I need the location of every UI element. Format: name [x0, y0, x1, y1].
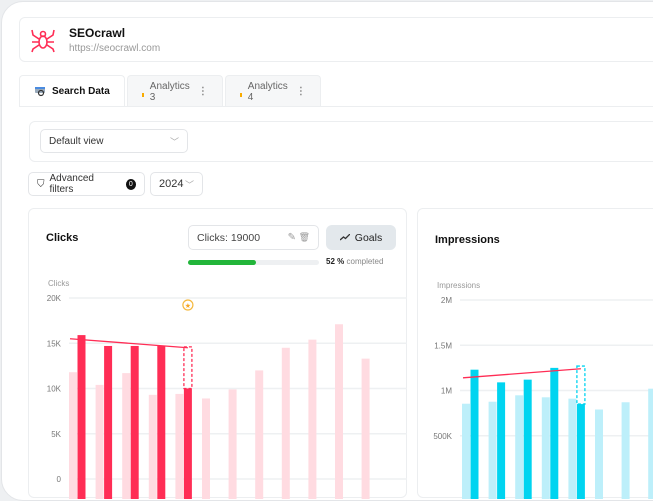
- progress-unit: %: [337, 257, 345, 266]
- bar-previous-year: [568, 398, 577, 499]
- site-header: SEOcrawl https://seocrawl.com: [19, 17, 653, 62]
- star-icon: [182, 299, 194, 311]
- bar-previous-year: [148, 394, 157, 499]
- bar-previous-year: [175, 393, 184, 499]
- bar-previous-year: [202, 398, 210, 499]
- bar-previous-year: [228, 389, 237, 499]
- view-select[interactable]: Default view ﹀: [40, 129, 188, 153]
- bar-previous-year: [488, 401, 497, 499]
- bar-current-year: [183, 388, 192, 499]
- view-select-value: Default view: [49, 135, 104, 147]
- year-value: 2024: [159, 178, 184, 190]
- y-axis-label: Clicks: [48, 279, 69, 288]
- tab-divider: [19, 106, 653, 107]
- bar-previous-year: [621, 402, 630, 499]
- bar-current-year: [77, 335, 86, 499]
- filter-count-badge: 0: [125, 178, 136, 190]
- y-tick-label: 2M: [441, 296, 452, 305]
- progress-percent: 52: [326, 257, 335, 266]
- impressions-title: Impressions: [435, 234, 500, 246]
- trend-line: [69, 338, 188, 349]
- spider-logo-icon: [31, 29, 55, 53]
- chevron-down-icon: ﹀: [169, 136, 179, 147]
- clicks-title: Clicks: [46, 232, 79, 244]
- more-vert-icon[interactable]: ⋮: [197, 86, 208, 97]
- bar-previous-year: [648, 388, 653, 499]
- goals-button[interactable]: Goals: [326, 225, 396, 250]
- projection-bar: [183, 346, 193, 390]
- bar-current-year: [576, 404, 585, 499]
- bar-previous-year: [462, 403, 470, 499]
- bar-previous-year: [255, 370, 264, 499]
- trend-up-icon: [339, 234, 350, 241]
- edit-icon[interactable]: ✎: [287, 232, 296, 243]
- goal-progress-bar: [188, 260, 319, 265]
- goal-field[interactable]: Clicks: 19000 ✎ 🗑: [188, 225, 319, 250]
- projection-bar: [576, 365, 586, 405]
- bar-previous-year: [361, 358, 370, 499]
- goals-label: Goals: [354, 231, 383, 244]
- bar-current-year: [497, 382, 506, 499]
- bar-current-year: [470, 369, 479, 499]
- clicks-card: Clicks Clicks: 19000 ✎ 🗑 Goals 52 % comp…: [28, 208, 407, 499]
- y-tick-label: 15K: [47, 339, 62, 348]
- bar-current-year: [104, 345, 113, 499]
- view-panel: Default view ﹀: [29, 121, 653, 162]
- analytics-bars-icon: [141, 92, 144, 97]
- bar-current-year: [550, 367, 559, 499]
- bar-current-year: [157, 345, 166, 499]
- impressions-card: Impressions Impressions 2M 1.5M 1M 500K: [417, 208, 653, 499]
- advanced-filters-label: Advanced filters: [49, 173, 94, 195]
- bar-current-year: [130, 345, 139, 499]
- bar-previous-year: [69, 372, 77, 499]
- trend-line: [462, 368, 581, 379]
- y-tick-label: 5K: [51, 430, 61, 439]
- advanced-filters-button[interactable]: ⛉ Advanced filters 0: [28, 172, 145, 196]
- y-tick-label: 0: [57, 475, 62, 484]
- tab-analytics-4[interactable]: Analytics 4 ⋮: [224, 75, 321, 107]
- bar-current-year: [523, 379, 532, 499]
- bar-previous-year: [595, 409, 603, 499]
- tab-analytics-3[interactable]: Analytics 3 ⋮: [126, 75, 223, 107]
- bar-previous-year: [541, 397, 550, 499]
- bar-previous-year: [281, 347, 290, 499]
- tab-label: Search Data: [52, 86, 110, 97]
- search-console-icon: [35, 87, 45, 97]
- bar-previous-year: [95, 384, 104, 499]
- filter-icon: ⛉: [37, 178, 45, 190]
- goal-progress-fill: [188, 260, 257, 265]
- y-axis-label: Impressions: [437, 281, 480, 290]
- tab-label: Analytics 4: [247, 80, 288, 103]
- year-select[interactable]: 2024 ﹀: [150, 172, 203, 196]
- bar-previous-year: [515, 395, 524, 499]
- goal-progress-text: 52 % completed: [326, 257, 383, 266]
- analytics-bars-icon: [239, 92, 242, 97]
- y-tick-label: 20K: [47, 294, 62, 303]
- tab-label: Analytics 3: [149, 80, 190, 103]
- y-tick-label: 500K: [433, 432, 452, 441]
- site-name: SEOcrawl: [69, 26, 126, 40]
- impressions-chart: Impressions 2M 1.5M 1M 500K: [433, 281, 653, 499]
- tab-search-data[interactable]: Search Data: [19, 75, 125, 107]
- more-vert-icon[interactable]: ⋮: [295, 86, 306, 97]
- trash-icon[interactable]: 🗑: [298, 232, 310, 242]
- y-tick-label: 1.5M: [434, 341, 452, 350]
- star-icon: ★: [185, 302, 191, 310]
- chevron-down-icon: ﹀: [184, 179, 194, 190]
- clicks-chart: Clicks 20K 15K 10K 5K 0 ★: [47, 279, 407, 499]
- progress-label: completed: [346, 257, 384, 266]
- goal-value: Clicks: 19000: [197, 231, 261, 244]
- y-tick-label: 1M: [441, 387, 452, 396]
- site-url: https://seocrawl.com: [69, 43, 161, 54]
- y-tick-label: 10K: [47, 385, 62, 394]
- bar-previous-year: [122, 373, 131, 499]
- bar-previous-year: [308, 339, 317, 499]
- bar-previous-year: [335, 324, 343, 499]
- tab-bar: Search Data Analytics 3 ⋮ Analytics 4 ⋮: [19, 75, 323, 107]
